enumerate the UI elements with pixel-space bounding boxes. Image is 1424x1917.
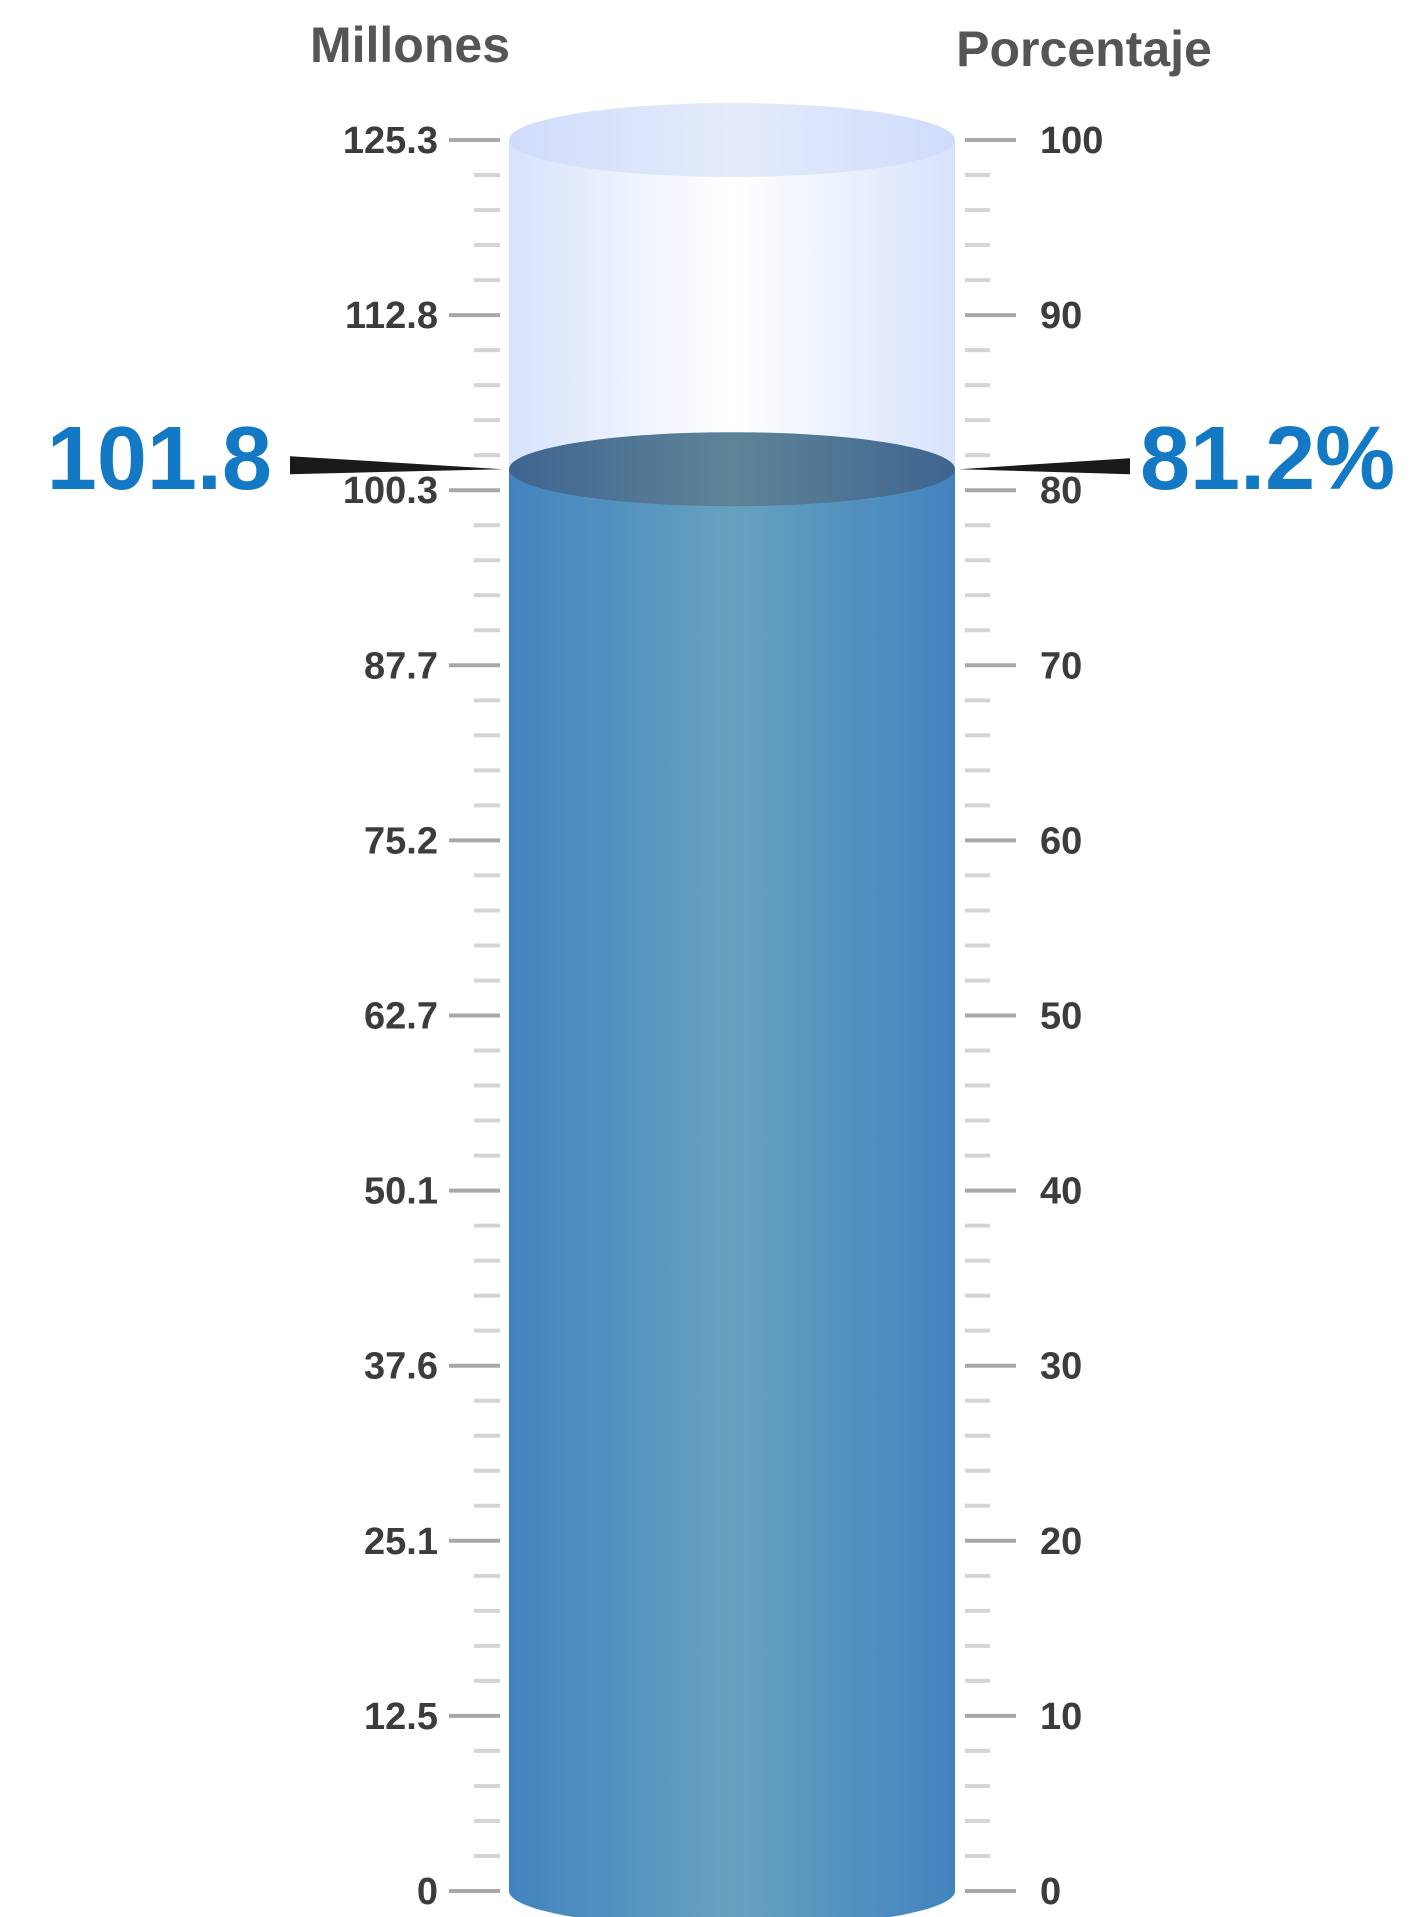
right-tick-label: 0 xyxy=(1040,1871,1061,1913)
right-tick-label: 80 xyxy=(1040,470,1082,512)
left-tick-label: 50.1 xyxy=(364,1171,438,1213)
right-tick-label: 20 xyxy=(1040,1521,1082,1563)
value-pointer-right xyxy=(959,458,1130,475)
right-tick-label: 100 xyxy=(1040,120,1103,162)
right-tick-label: 90 xyxy=(1040,295,1082,337)
left-tick-label: 37.6 xyxy=(364,1346,438,1388)
left-tick-label: 87.7 xyxy=(364,645,438,687)
value-label: 101.8 xyxy=(47,409,272,509)
left-tick-label: 0 xyxy=(417,1871,438,1913)
left-tick-label: 75.2 xyxy=(364,820,438,862)
percent-label: 81.2% xyxy=(1140,409,1395,509)
right-tick-label: 30 xyxy=(1040,1346,1082,1388)
left-tick-label: 25.1 xyxy=(364,1521,438,1563)
left-tick-label: 12.5 xyxy=(364,1696,438,1738)
right-axis-title: Porcentaje xyxy=(956,21,1212,77)
right-tick-label: 70 xyxy=(1040,645,1082,687)
tick-labels: 0 12.5 25.1 37.6 50.1 62.7 75.2 87.7 100.3 112.8 1… xyxy=(343,120,1104,1913)
right-tick-label: 60 xyxy=(1040,820,1082,862)
cylinder-fill-surface xyxy=(509,432,955,507)
cylinder xyxy=(509,103,955,1917)
right-tick-label: 10 xyxy=(1040,1696,1082,1738)
axis-ticks xyxy=(449,138,1016,1893)
right-tick-label: 40 xyxy=(1040,1171,1082,1213)
left-tick-label: 125.3 xyxy=(343,120,438,162)
left-tick-label: 100.3 xyxy=(343,470,438,512)
right-tick-label: 50 xyxy=(1040,996,1082,1038)
left-tick-label: 62.7 xyxy=(364,996,438,1038)
cylinder-empty-body xyxy=(509,140,955,470)
left-axis-title: Millones xyxy=(310,17,510,73)
value-pointer-left xyxy=(290,456,503,475)
cylinder-top-cap xyxy=(509,103,955,177)
cylinder-fill xyxy=(509,469,955,1917)
left-tick-label: 112.8 xyxy=(345,295,438,337)
